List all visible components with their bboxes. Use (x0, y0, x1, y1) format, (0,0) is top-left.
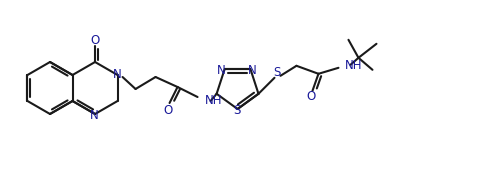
Text: O: O (306, 90, 316, 103)
Text: N: N (113, 67, 122, 80)
Text: N: N (247, 64, 257, 77)
Text: S: S (232, 104, 240, 116)
Text: S: S (272, 66, 280, 79)
Text: NH: NH (344, 59, 361, 72)
Text: O: O (163, 104, 172, 116)
Text: O: O (90, 34, 100, 46)
Text: N: N (90, 109, 98, 121)
Text: NH: NH (204, 94, 221, 106)
Text: N: N (217, 64, 225, 77)
